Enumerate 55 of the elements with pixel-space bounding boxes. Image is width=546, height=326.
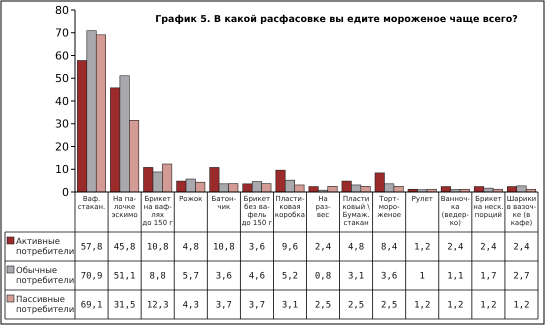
data-label: 5,7 [182,272,199,282]
data-label: 8,8 [150,272,166,282]
data-label: 4,8 [182,242,199,253]
y-tick-label: 40 [55,94,69,108]
legend-label: Обычные потребители [16,266,74,286]
data-label: 2,4 [314,242,332,253]
data-label: 69,1 [80,300,102,311]
data-label: 1,2 [480,300,497,311]
y-tick-label: 30 [55,118,69,131]
y-tick-label: 60 [55,49,69,62]
data-label: 2,5 [348,300,364,311]
data-label: 1,1 [447,272,464,282]
data-label: 3,1 [282,300,298,311]
data-label: 2,5 [314,300,332,311]
data-label: 1,7 [480,272,497,282]
data-label: 3,6 [248,242,266,253]
y-tick-label: 0 [62,186,69,199]
data-label: 10,8 [212,242,235,253]
y-tick-label: 70 [55,26,69,40]
data-label: 57,8 [80,242,102,253]
data-label: 2,4 [513,242,530,253]
data-label: 12,3 [146,300,169,311]
data-label: 5,2 [282,272,298,282]
data-label: 4,3 [182,300,199,311]
data-label: 4,8 [348,242,364,253]
data-label: 3,1 [348,272,364,282]
data-label: 8,4 [381,242,398,253]
data-label: 0,8 [314,272,332,282]
legend-label: Активные потребители [16,237,74,257]
data-label: 1,2 [414,242,430,253]
data-label: 2,5 [381,300,398,311]
y-tick-label: 10 [55,163,69,176]
data-label: 2,4 [447,242,464,253]
data-label: 2,7 [513,272,530,282]
data-label: 3,7 [248,300,266,311]
data-label: 51,1 [114,272,136,282]
data-label: 1,2 [447,300,464,311]
data-label: 4,6 [248,272,266,282]
data-label: 3,6 [216,272,232,282]
data-label: 31,5 [114,300,136,311]
data-label: 1 [420,272,425,282]
data-label: 10,8 [146,242,169,253]
data-label: 45,8 [114,242,136,253]
y-tick-label: 20 [55,140,69,154]
data-label: 1,2 [414,300,430,311]
data-label: 70,9 [80,272,102,282]
y-tick-label: 80 [55,4,69,17]
data-label: 2,4 [480,242,497,253]
legend-label: Пассивные потребители [16,295,74,315]
y-tick-label: 50 [55,72,69,86]
chart-title: График 5. В какой расфасовке вы едите мороженое чаще всего? [155,14,518,25]
data-label: 3,6 [381,272,398,282]
data-label: 3,7 [216,300,232,311]
data-label: 9,6 [282,242,298,253]
data-label: 1,2 [513,300,530,311]
